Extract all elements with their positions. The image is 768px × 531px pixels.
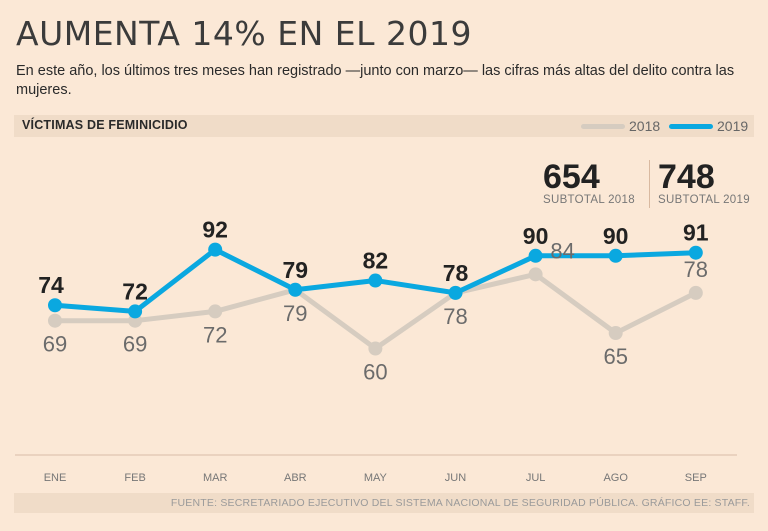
x-tick-label: FEB — [124, 472, 145, 484]
data-point-2019 — [128, 304, 143, 319]
data-label-2018: 72 — [203, 322, 227, 347]
x-tick-label: ENE — [44, 472, 67, 484]
data-label-2019: 90 — [523, 223, 549, 249]
subtotal-2018: 654 SUBTOTAL 2018 — [543, 160, 635, 206]
source-note: FUENTE: SECRETARIADO EJECUTIVO DEL SISTE… — [14, 493, 754, 513]
data-label-2019: 74 — [38, 272, 64, 298]
data-label-2018: 84 — [550, 238, 574, 263]
chart-subtitle: En este año, los últimos tres meses han … — [16, 63, 735, 98]
x-tick-label: SEP — [685, 472, 707, 484]
data-point-2019 — [528, 248, 543, 263]
legend-label-2018: 2018 — [629, 118, 661, 134]
x-tick-label: JUN — [445, 472, 466, 484]
data-point-2019 — [48, 298, 62, 313]
data-point-2019 — [208, 242, 223, 257]
data-point-2018 — [528, 267, 543, 282]
subtotal-2018-value: 654 — [543, 158, 600, 196]
subtotal-2019-label: SUBTOTAL 2019 — [658, 194, 750, 206]
subtotal-2019: 748 SUBTOTAL 2019 — [658, 160, 750, 206]
legend-label-2019: 2019 — [717, 118, 749, 134]
x-tick-label: JUL — [526, 472, 546, 484]
data-label-2019: 82 — [363, 248, 389, 274]
data-point-2018 — [208, 304, 223, 319]
subtotal-2018-label: SUBTOTAL 2018 — [543, 194, 635, 206]
data-label-2018: 78 — [684, 257, 708, 282]
data-point-2018 — [368, 341, 383, 356]
data-label-2018: 78 — [443, 304, 467, 329]
data-point-2019 — [288, 282, 303, 297]
x-tick-label: MAY — [364, 472, 388, 484]
data-label-2018: 65 — [603, 344, 627, 369]
data-point-2019 — [688, 245, 703, 260]
data-label-2019: 72 — [122, 278, 148, 304]
x-tick-label: ABR — [284, 472, 307, 484]
data-point-2018 — [48, 313, 62, 328]
data-label-2019: 78 — [443, 260, 469, 286]
x-tick-label: MAR — [203, 472, 228, 484]
data-point-2019 — [368, 273, 383, 288]
data-point-2018 — [608, 326, 623, 341]
data-label-2019: 79 — [283, 257, 309, 283]
data-point-2019 — [608, 248, 623, 263]
data-label-2019: 90 — [603, 223, 629, 249]
section-header: VÍCTIMAS DE FEMINICIDIO 2018 2019 — [14, 115, 754, 137]
data-label-2018: 69 — [123, 332, 147, 357]
data-label-2019: 91 — [683, 220, 709, 246]
legend-swatch-2019 — [669, 124, 713, 129]
section-label: VÍCTIMAS DE FEMINICIDIO — [22, 118, 188, 132]
data-point-2018 — [688, 285, 703, 300]
data-label-2018: 69 — [43, 332, 67, 357]
data-label-2018: 60 — [363, 360, 387, 385]
subtotal-2019-value: 748 — [658, 158, 715, 196]
data-label-2018: 79 — [283, 301, 307, 326]
chart-title: AUMENTA 14% EN EL 2019 — [16, 14, 472, 53]
subtotal-divider — [649, 160, 650, 208]
legend-swatch-2018 — [581, 124, 625, 129]
data-label-2019: 92 — [202, 217, 228, 243]
data-point-2019 — [448, 285, 463, 300]
x-tick-label: AGO — [603, 472, 628, 484]
